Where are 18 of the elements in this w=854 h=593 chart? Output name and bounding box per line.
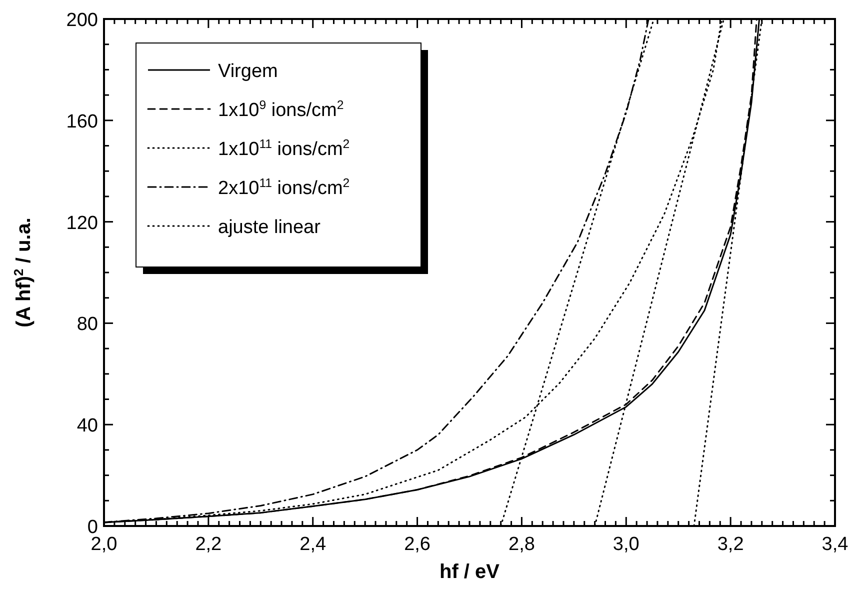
x-tick-label: 2,4	[300, 534, 326, 555]
y-tick-label: 160	[66, 111, 98, 132]
legend-label: ajuste linear	[218, 217, 322, 238]
y-tick-label: 80	[76, 314, 98, 336]
x-tick-label: 3,2	[717, 534, 744, 555]
x-tick-label: 2,6	[404, 534, 430, 555]
x-tick-label: 3,4	[822, 534, 849, 555]
y-tick-label: 120	[66, 212, 98, 234]
y-tick-label: 40	[76, 416, 98, 437]
legend-label: 1x10$^{9}$ ions/cm$^{2}$	[218, 98, 344, 121]
x-tick-label: 2,2	[195, 534, 222, 555]
legend-label: Virgem	[218, 61, 278, 82]
legend-label: 2x10$^{11}$ ions/cm$^{2}$	[218, 176, 350, 199]
x-tick-label: 2,8	[508, 534, 535, 555]
x-tick-label: 3,0	[612, 534, 640, 555]
legend-label: 1x10$^{11}$ ions/cm$^{2}$	[218, 137, 350, 160]
y-tick-label: 200	[66, 10, 98, 31]
x-axis-title: hf / eV	[439, 561, 500, 583]
